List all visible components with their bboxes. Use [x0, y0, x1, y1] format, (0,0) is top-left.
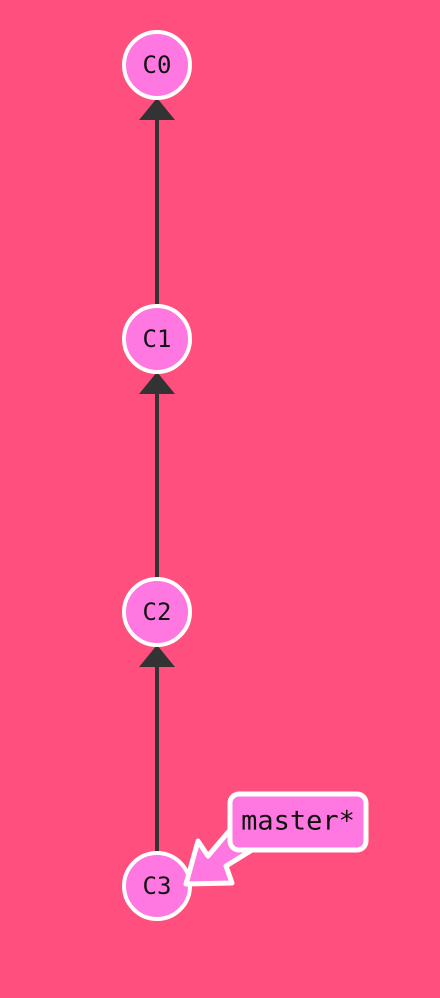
commit-node-C2[interactable]: C2	[122, 577, 192, 647]
branch-label-text: master*	[241, 806, 355, 837]
edge-arrowhead-C2	[139, 645, 175, 667]
commit-label: C3	[143, 872, 172, 900]
commit-label: C2	[143, 598, 172, 626]
edges-layer	[139, 98, 175, 853]
commit-node-C1[interactable]: C1	[122, 304, 192, 374]
branch-label-box	[227, 791, 369, 853]
commits-layer: C0 C1 C2 C3	[122, 30, 192, 921]
commit-label: C1	[143, 325, 172, 353]
commit-circle	[122, 30, 192, 100]
branch-label-master[interactable]: master*	[227, 791, 369, 853]
edge-arrowhead-C0	[139, 98, 175, 120]
commit-node-C3[interactable]: C3	[122, 851, 192, 921]
commit-node-C0[interactable]: C0	[122, 30, 192, 100]
commit-label: C0	[143, 51, 172, 79]
commit-circle	[122, 304, 192, 374]
edge-arrowhead-C1	[139, 372, 175, 394]
commit-circle	[122, 577, 192, 647]
